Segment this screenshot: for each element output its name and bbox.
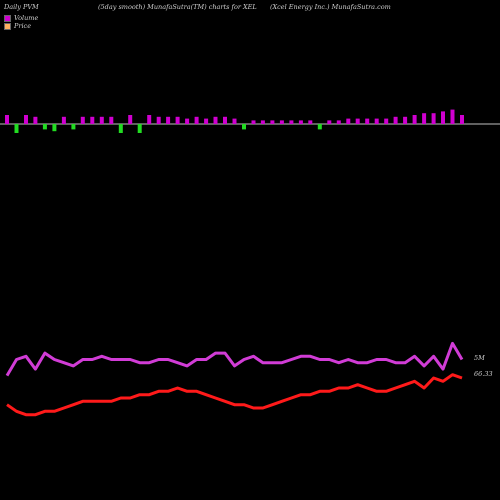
volume-line [5,341,464,377]
volume-bar [147,115,152,124]
volume-bar [460,115,464,124]
volume-bar [327,120,332,124]
volume-bar [374,118,379,124]
header-center: (5day smooth) MunafaSutra(TM) charts for… [98,3,257,11]
legend-volume: Volume [4,14,38,22]
volume-bar [308,120,313,124]
volume-bar [346,118,351,124]
legend-price-label: Price [14,22,32,30]
volume-bar [365,118,370,124]
volume-bar [52,124,57,132]
legend-price-swatch [4,22,11,30]
volume-bar [336,120,341,124]
volume-last-label: 5M [474,354,485,362]
volume-bar [213,116,218,124]
volume-bar [61,116,66,124]
price-line [6,373,463,417]
volume-bar [242,124,246,130]
volume-bar [384,118,389,124]
volume-bar [194,116,199,124]
volume-bar [137,124,142,133]
volume-bar [251,120,256,124]
volume-bar [109,116,114,124]
volume-bar [431,113,436,124]
volume-bar [185,118,190,124]
volume-bar [166,116,171,124]
volume-bar [232,118,237,124]
volume-bar [422,113,427,124]
volume-bar [118,124,123,133]
volume-bar [450,109,455,124]
legend-volume-label: Volume [14,14,39,22]
legend-price: Price [4,22,38,30]
volume-bar [71,124,76,130]
volume-bar [24,115,28,124]
price-last-label: 66.33 [474,370,493,378]
volume-bar [403,116,408,124]
volume-bar [279,120,284,124]
volume-bar [156,116,161,124]
volume-bar [14,124,19,133]
volume-bar [204,118,209,124]
volume-bars [5,109,464,133]
volume-bar [99,116,104,124]
legend-volume-swatch [4,14,11,22]
volume-bar [298,120,303,124]
volume-bar [355,118,360,124]
volume-bar [260,120,265,124]
volume-bar [33,116,38,124]
header-right: (Xcel Energy Inc.) MunafaSutra.com [270,3,391,11]
volume-bar [80,116,85,124]
volume-bar [441,111,445,124]
volume-bar [175,116,180,124]
volume-bar [223,116,227,124]
volume-bar [289,120,294,124]
volume-bar [5,115,9,124]
volume-bar [270,120,275,124]
legend: Volume Price [4,14,38,30]
volume-bar [393,116,398,124]
volume-bar [42,124,47,130]
volume-bar [128,115,133,124]
volume-bar [90,116,95,124]
header-left: Daily PVM [4,3,39,11]
volume-bar [317,124,322,130]
volume-bar [412,115,417,124]
